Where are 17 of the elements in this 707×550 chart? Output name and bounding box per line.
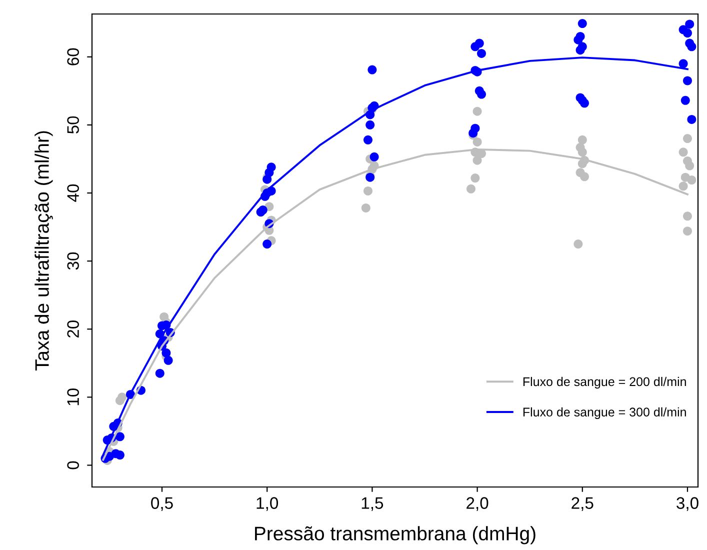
y-tick-label: 30 — [67, 252, 79, 270]
y-tick-label: 10 — [67, 388, 79, 406]
x-tick-label: 0,5 — [151, 497, 173, 511]
x-tick-label: 1,5 — [362, 497, 384, 511]
x-tick-label: 1,0 — [256, 497, 278, 511]
legend-label: Fluxo de sangue = 300 dl/min — [523, 407, 686, 419]
x-axis-title: Pressão transmembrana (dmHg) — [255, 526, 536, 544]
x-tick-label: 2,5 — [572, 497, 594, 511]
y-tick-label: 0 — [67, 461, 79, 470]
y-tick-label: 40 — [67, 184, 79, 202]
y-tick-label: 50 — [67, 116, 79, 134]
y-tick-label: 20 — [67, 320, 79, 338]
y-axis-title: Taxa de ultrafiltração (ml/hr) — [34, 131, 53, 371]
x-tick-label: 3,0 — [676, 497, 698, 511]
x-tick-label: 2,0 — [466, 497, 488, 511]
y-tick-label: 60 — [67, 48, 79, 66]
legend-label: Fluxo de sangue = 200 dl/min — [523, 376, 686, 389]
